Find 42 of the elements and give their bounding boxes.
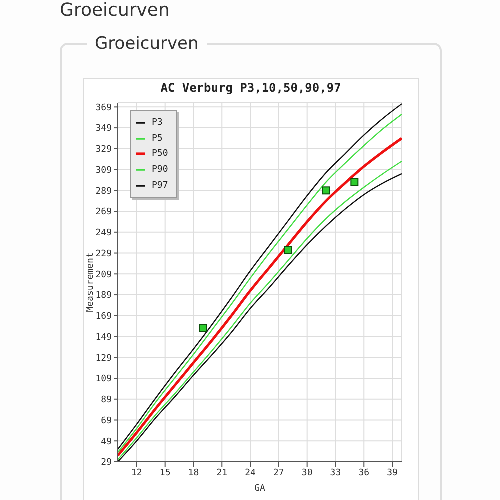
legend-label: P97 <box>152 180 168 191</box>
point <box>284 246 292 254</box>
y-tick-label: 109 <box>96 374 112 385</box>
x-tick-label: 30 <box>302 468 313 478</box>
x-tick-label: 12 <box>132 468 142 478</box>
x-axis-title: GA <box>254 484 266 494</box>
x-tick-label: 24 <box>245 468 256 478</box>
y-tick-label: 149 <box>96 332 112 343</box>
x-tick-label: 33 <box>330 468 342 478</box>
y-tick-label: 249 <box>96 228 112 239</box>
x-tick-label: 27 <box>274 468 284 478</box>
x-tick-label: 36 <box>358 468 370 478</box>
x-tick-label: 15 <box>160 468 171 478</box>
y-tick-label: 49 <box>101 437 112 448</box>
x-tick-label: 21 <box>216 468 228 478</box>
point <box>322 186 330 195</box>
y-tick-label: 289 <box>96 186 112 197</box>
y-axis-title: Measurement <box>86 252 96 312</box>
legend-label: P90 <box>152 164 168 175</box>
y-tick-label: 209 <box>96 270 112 280</box>
y-tick-label: 89 <box>101 396 112 406</box>
chart-title: AC Verburg P3,10,50,90,97 <box>160 81 342 96</box>
legend-label: P5 <box>152 134 163 144</box>
x-tick-label: 18 <box>188 468 200 478</box>
y-tick-label: 169 <box>96 312 112 322</box>
point <box>350 178 359 186</box>
y-tick-label: 69 <box>101 416 112 426</box>
point <box>199 324 208 332</box>
y-tick-label: 349 <box>96 124 112 134</box>
y-tick-label: 29 <box>101 458 112 468</box>
y-tick-label: 369 <box>96 103 112 114</box>
legend-label: P3 <box>152 118 163 128</box>
legend-label: P50 <box>152 149 168 160</box>
text: Groeicurven <box>60 0 170 21</box>
y-tick-label: 269 <box>96 208 112 218</box>
y-tick-label: 189 <box>96 291 112 302</box>
x-tick-label: 39 <box>387 468 398 478</box>
text: Groeicurven <box>87 33 207 55</box>
y-tick-label: 229 <box>96 249 112 260</box>
y-tick-label: 309 <box>96 166 112 176</box>
y-tick-label: 329 <box>96 145 112 156</box>
y-tick-label: 129 <box>96 354 112 364</box>
